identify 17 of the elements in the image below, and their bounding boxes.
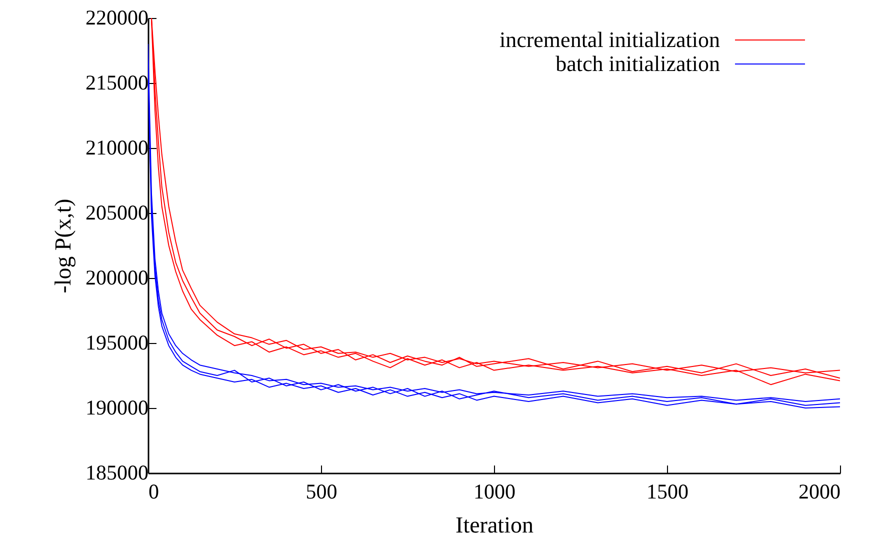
x-tick-label: 0 bbox=[148, 480, 159, 504]
y-tick-label: 190000 bbox=[86, 396, 148, 420]
y-tick-label: 185000 bbox=[86, 460, 148, 484]
x-tick-label: 1000 bbox=[474, 480, 516, 504]
x-tick-label: 1500 bbox=[646, 480, 688, 504]
x-tick-label: 500 bbox=[306, 480, 338, 504]
y-tick-label: 210000 bbox=[86, 136, 148, 160]
y-axis-title: -log P(x,t) bbox=[50, 198, 76, 294]
y-tick-label: 215000 bbox=[86, 70, 148, 94]
y-tick-label: 205000 bbox=[86, 200, 148, 224]
x-axis-title: Iteration bbox=[456, 512, 534, 538]
legend-label: batch initialization bbox=[556, 51, 720, 76]
y-tick-label: 220000 bbox=[86, 6, 148, 30]
legend-label: incremental initialization bbox=[499, 27, 720, 52]
y-tick-label: 195000 bbox=[86, 330, 148, 354]
y-tick-label: 200000 bbox=[86, 266, 148, 290]
x-tick-label: 2000 bbox=[798, 480, 840, 504]
